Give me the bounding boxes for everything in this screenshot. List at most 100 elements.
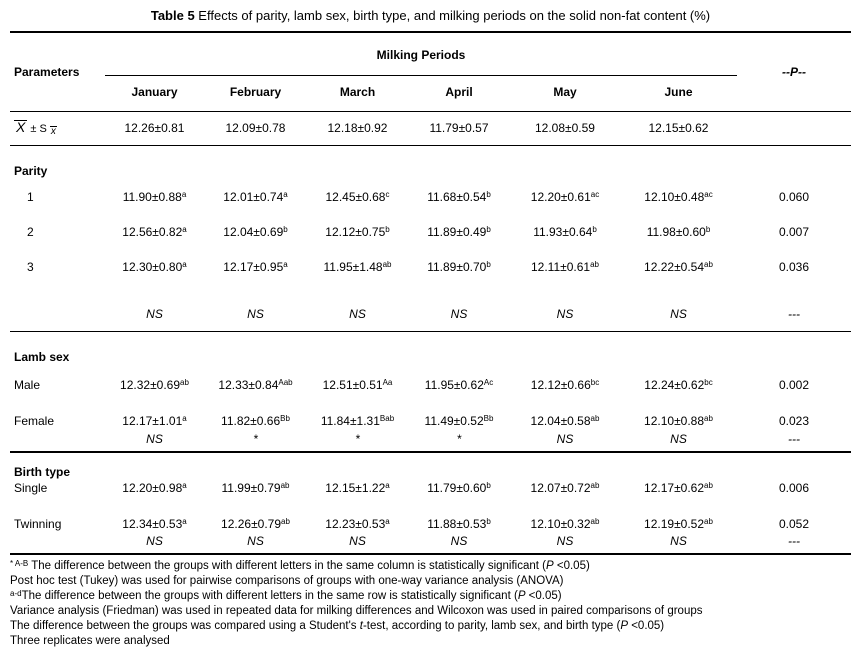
cell: 11.95±1.48ab <box>323 260 392 274</box>
p-value-cell: 0.002 <box>778 378 810 392</box>
cell: NS <box>105 532 204 555</box>
month-header: March <box>307 75 408 112</box>
header-row-group: Parameters Milking Periods --P-- <box>10 32 851 112</box>
cell: 12.22±0.54ab <box>644 260 713 274</box>
cell: 11.82±0.66Bb <box>221 414 290 428</box>
mean-row: X ± S x 12.26±0.81 12.09±0.78 12.18±0.92… <box>10 111 851 146</box>
p-value-cell: 0.007 <box>778 225 810 239</box>
cell: 11.88±0.53b <box>427 517 491 531</box>
cell: NS <box>408 285 510 332</box>
row-label: 2 <box>27 225 34 239</box>
p-value-cell <box>737 111 851 146</box>
month-header: January <box>105 75 204 112</box>
parameters-header: Parameters <box>10 32 105 112</box>
footnote-text: Three replicates were analysed <box>10 635 170 647</box>
month-header: April <box>408 75 510 112</box>
cell: 11.89±0.70b <box>427 260 491 274</box>
cell: 11.79±0.60b <box>427 481 491 495</box>
month-header: February <box>204 75 307 112</box>
footnote-text: -test, according to parity, lamb sex, an… <box>362 620 621 632</box>
cell: 12.15±1.22a <box>325 481 390 495</box>
table-row: Female 12.17±1.01a 11.82±0.66Bb 11.84±1.31B… <box>10 400 851 430</box>
row-label <box>10 285 105 332</box>
cell: 12.19±0.52ab <box>644 517 713 531</box>
cell: 12.17±1.01a <box>122 414 187 428</box>
cell: 12.12±0.66bc <box>530 378 600 392</box>
footnote-marker: a-d <box>10 589 22 598</box>
cell: 11.93±0.64b <box>533 225 597 239</box>
cell: NS <box>510 285 620 332</box>
footnote-line: Post hoc test (Tukey) was used for pairw… <box>10 574 851 589</box>
cell: * <box>204 430 307 453</box>
x-bar-symbol: X <box>14 119 28 135</box>
cell: 11.99±0.79ab <box>221 481 290 495</box>
table-row: Single 12.20±0.98a 11.99±0.79ab 12.15±1.22a… <box>10 479 851 501</box>
cell: 12.26±0.81 <box>105 111 204 146</box>
cell: 11.98±0.60b <box>646 225 711 239</box>
p-value-cell: --- <box>737 532 851 555</box>
cell: 12.08±0.59 <box>510 111 620 146</box>
table-row: 3 12.30±0.80a 12.17±0.95a 11.95±1.48ab 11.89… <box>10 250 851 285</box>
cell: 12.01±0.74a <box>223 190 288 204</box>
cell: 12.10±0.48ac <box>644 190 713 204</box>
footnote-text: P <box>546 560 554 572</box>
cell: NS <box>510 532 620 555</box>
footnote-text: <0.05) <box>628 620 665 632</box>
section-title: Birth type <box>14 465 71 479</box>
cell: 12.33±0.84Aab <box>218 378 293 392</box>
cell: 11.89±0.49b <box>427 225 491 239</box>
cell: 12.04±0.69b <box>223 225 288 239</box>
cell: 12.45±0.68c <box>325 190 390 204</box>
cell: NS <box>408 532 510 555</box>
cell: 12.15±0.62 <box>620 111 737 146</box>
footnote-text: <0.05) <box>553 560 590 572</box>
row-label: Male <box>14 378 41 392</box>
footnote-line: Variance analysis (Friedman) was used in… <box>10 604 851 619</box>
cell: 12.20±0.98a <box>122 481 187 495</box>
footnotes: * A-B The difference between the groups … <box>10 559 851 649</box>
footnote-line: a-dThe difference between the groups wit… <box>10 589 851 604</box>
table-row: 1 11.90±0.88a 12.01±0.74a 12.45±0.68c 11.68±… <box>10 180 851 215</box>
p-value-cell: 0.036 <box>778 260 810 274</box>
table-row: Male 12.32±0.69ab 12.33±0.84Aab 12.51±0.51A… <box>10 366 851 400</box>
p-value-header: --P-- <box>737 32 851 112</box>
table-number: Table 5 <box>150 8 195 23</box>
cell: NS <box>620 532 737 555</box>
footnote-marker: * A-B <box>10 559 29 568</box>
cell: 12.32±0.69ab <box>120 378 189 392</box>
cell: 12.30±0.80a <box>122 260 187 274</box>
footnote-text: P <box>517 590 526 602</box>
footnote-text: <0.05) <box>525 590 562 602</box>
cell: 12.10±0.32ab <box>530 517 600 531</box>
footnote-line: * A-B The difference between the groups … <box>10 559 851 574</box>
cell: 12.17±0.95a <box>223 260 288 274</box>
mean-row-label: X ± S x <box>10 111 105 146</box>
cell: 12.07±0.72ab <box>530 481 600 495</box>
plus-minus-s: ± S <box>30 123 47 135</box>
cell: NS <box>307 285 408 332</box>
p-value-cell: --- <box>737 285 851 332</box>
cell: 12.10±0.88ab <box>644 414 713 428</box>
cell: * <box>408 430 510 453</box>
row-label: Single <box>14 481 48 495</box>
cell: 12.17±0.62ab <box>644 481 713 495</box>
cell: 12.18±0.92 <box>307 111 408 146</box>
cell: 12.09±0.78 <box>204 111 307 146</box>
cell: 11.79±0.57 <box>408 111 510 146</box>
cell: NS <box>620 430 737 453</box>
cell: NS <box>204 532 307 555</box>
significance-row: NS NS NS NS NS NS --- <box>10 285 851 332</box>
table-body: X ± S x 12.26±0.81 12.09±0.78 12.18±0.92… <box>10 111 851 555</box>
table-row: Twinning 12.34±0.53a 12.26±0.79ab 12.23±0.5… <box>10 501 851 532</box>
p-value-cell: 0.060 <box>778 190 810 204</box>
table-header: Parameters Milking Periods --P-- January… <box>10 32 851 112</box>
cell: 11.95±0.62Ac <box>424 378 494 392</box>
x-bar-small-symbol: x <box>49 126 57 137</box>
row-label: 3 <box>27 260 34 274</box>
cell: NS <box>510 430 620 453</box>
row-label: Twinning <box>14 517 62 531</box>
row-label <box>10 430 105 453</box>
footnote-text: Post hoc test (Tukey) was used for pairw… <box>10 575 564 587</box>
cell: NS <box>620 285 737 332</box>
